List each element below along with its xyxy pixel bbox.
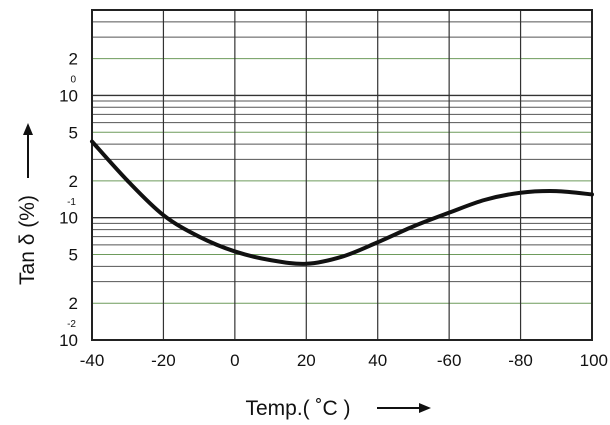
y-tick-label: 2 bbox=[69, 294, 78, 313]
x-tick-labels: -40 -20 0 20 40 -60 -80 100 bbox=[80, 351, 608, 370]
y-axis-title-group: Tan δ (%) bbox=[16, 123, 39, 285]
x-tick-label: 20 bbox=[297, 351, 316, 370]
x-tick-label: -40 bbox=[80, 351, 105, 370]
y-tick-exponent: 0 bbox=[70, 75, 76, 86]
x-axis-title: Temp.( ˚C ) bbox=[246, 397, 351, 420]
x-arrow-icon bbox=[377, 403, 431, 413]
y-tick-exponent: -1 bbox=[67, 197, 76, 208]
y-tick-exponent: -2 bbox=[67, 319, 76, 330]
x-tick-label: 100 bbox=[580, 351, 608, 370]
y-tick-label: 10 bbox=[59, 86, 78, 105]
x-tick-label: -80 bbox=[508, 351, 533, 370]
y-tick-label: 5 bbox=[69, 123, 78, 142]
y-tick-label: 10 bbox=[59, 331, 78, 350]
data-series bbox=[90, 139, 594, 266]
y-axis-title: Tan δ (%) bbox=[16, 195, 39, 285]
x-tick-label: -20 bbox=[151, 351, 176, 370]
x-axis-title-group: Temp.( ˚C ) bbox=[246, 397, 431, 420]
y-arrow-icon bbox=[23, 123, 33, 178]
grid bbox=[91, 9, 593, 341]
y-tick-label: 10 bbox=[59, 209, 78, 228]
y-tick-label: 2 bbox=[69, 50, 78, 69]
y-tick-label: 2 bbox=[69, 172, 78, 191]
series-line bbox=[90, 139, 594, 266]
x-tick-label: 40 bbox=[368, 351, 387, 370]
plot-frame bbox=[91, 9, 593, 341]
x-tick-label: 0 bbox=[230, 351, 239, 370]
y-tick-label: 5 bbox=[69, 246, 78, 265]
x-tick-label: -60 bbox=[437, 351, 462, 370]
